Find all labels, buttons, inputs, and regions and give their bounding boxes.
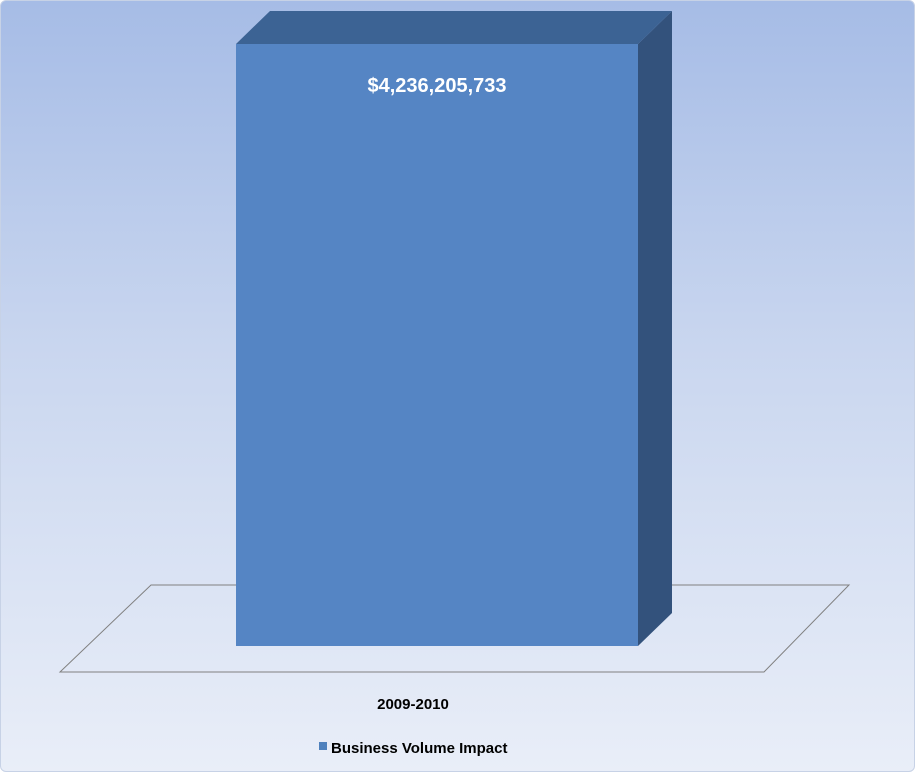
bars-layer: $4,236,205,733 <box>236 11 672 646</box>
bar <box>236 44 638 646</box>
bar-value-label: $4,236,205,733 <box>367 75 506 97</box>
bar-side-face <box>638 11 672 646</box>
bar-top-face <box>236 11 672 44</box>
legend-label: Business Volume Impact <box>331 740 507 757</box>
legend: Business Volume Impact <box>319 740 507 757</box>
legend-swatch <box>319 742 327 750</box>
x-tick-label: 2009-2010 <box>377 696 449 713</box>
